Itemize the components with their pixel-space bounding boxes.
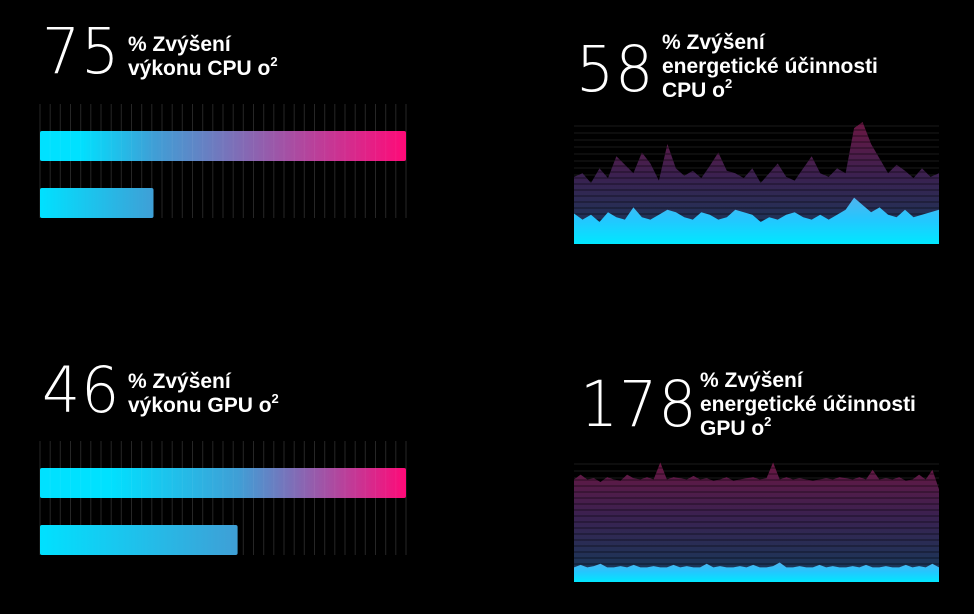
- caption-line: % Zvýšení: [128, 33, 231, 56]
- bar-reference: [40, 468, 406, 498]
- bar-segment-lines: [49, 131, 397, 161]
- cpu-performance-value: 75: [42, 15, 121, 89]
- bar-segment-lines: [49, 468, 397, 498]
- caption-line: GPU o: [700, 417, 765, 440]
- bar-baseline: [40, 188, 154, 218]
- cpu-efficiency-value: 58: [576, 33, 655, 107]
- caption-line: CPU o: [662, 79, 725, 102]
- caption-line: % Zvýšení: [700, 369, 803, 392]
- bar-reference: [40, 131, 406, 161]
- cpu-efficiency-area: [574, 122, 939, 244]
- footnote-marker: 2: [271, 391, 279, 406]
- gpu-efficiency-area: [574, 462, 939, 582]
- caption-line: % Zvýšení: [662, 31, 765, 54]
- caption-line: výkonu CPU o: [128, 57, 271, 80]
- gpu-performance-bars: [39, 441, 407, 555]
- gpu-performance-caption: % Zvýšení výkonu GPU o2: [128, 370, 279, 418]
- cpu-efficiency-chart: [574, 122, 939, 244]
- footnote-marker: 2: [270, 54, 278, 69]
- cpu-performance-caption: % Zvýšení výkonu CPU o2: [128, 33, 278, 81]
- cpu-performance-chart: [39, 104, 407, 218]
- footnote-marker: 2: [764, 414, 772, 429]
- series-area-baseline: [574, 197, 939, 244]
- caption-line: energetické účinnosti: [662, 55, 878, 78]
- footnote-marker: 2: [725, 76, 733, 91]
- gpu-efficiency-value: 178: [580, 368, 698, 442]
- gpu-efficiency-chart: [574, 460, 939, 582]
- gpu-performance-chart: [39, 441, 407, 555]
- series-area-baseline: [574, 562, 939, 582]
- grid-lines: [574, 462, 939, 577]
- cpu-performance-bars: [39, 104, 407, 218]
- bar-baseline: [40, 525, 238, 555]
- series-area-reference: [574, 462, 939, 582]
- gpu-performance-value: 46: [42, 354, 121, 428]
- caption-line: % Zvýšení: [128, 370, 231, 393]
- gpu-efficiency-caption: % Zvýšení energetické účinnosti GPU o2: [700, 369, 916, 441]
- caption-line: energetické účinnosti: [700, 393, 916, 416]
- caption-line: výkonu GPU o: [128, 394, 272, 417]
- cpu-efficiency-caption: % Zvýšení energetické účinnosti CPU o2: [662, 31, 878, 103]
